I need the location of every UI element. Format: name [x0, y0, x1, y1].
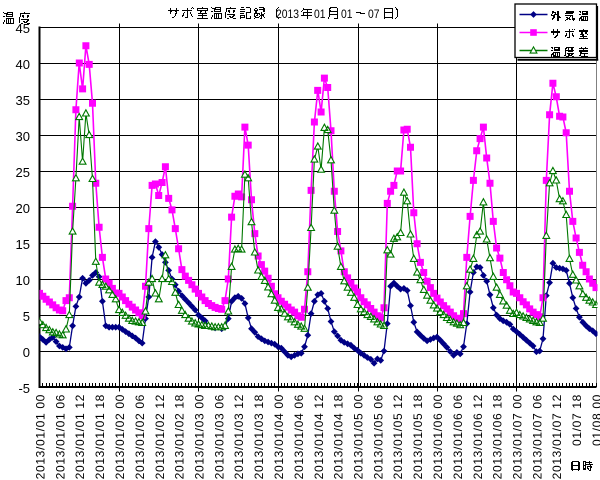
svg-text:2013/01/02 18: 2013/01/02 18 [173, 394, 187, 479]
svg-text:2013/01/06 18: 2013/01/06 18 [491, 394, 505, 479]
svg-text:2013/01/05 12: 2013/01/05 12 [391, 394, 405, 479]
svg-text:2013/01/04 18: 2013/01/04 18 [332, 394, 346, 479]
svg-text:2013/01/04 06: 2013/01/04 06 [292, 394, 306, 479]
svg-text:2013/01/01 06: 2013/01/01 06 [53, 394, 67, 479]
svg-text:2013/01/04 00: 2013/01/04 00 [272, 394, 286, 479]
svg-text:01: 01 [314, 7, 326, 21]
svg-text:2013/01/05 06: 2013/01/05 06 [371, 394, 385, 479]
svg-text:2013/01/03 06: 2013/01/03 06 [212, 394, 226, 479]
svg-text:10: 10 [16, 273, 30, 288]
svg-text:2013/01/05 18: 2013/01/05 18 [411, 394, 425, 479]
svg-text:2013/01/07 06: 2013/01/07 06 [530, 394, 544, 479]
svg-text:35: 35 [16, 93, 30, 108]
svg-text:07: 07 [368, 7, 380, 21]
svg-text:2013/01/06 12: 2013/01/06 12 [471, 394, 485, 479]
svg-text:2013/01/03 18: 2013/01/03 18 [252, 394, 266, 479]
svg-text:2013/01/06 00: 2013/01/06 00 [431, 394, 445, 479]
svg-text:01: 01 [341, 7, 353, 21]
svg-text:25: 25 [16, 165, 30, 180]
svg-text:01/07 18: 01/07 18 [570, 394, 584, 446]
svg-text:2013/01/04 12: 2013/01/04 12 [312, 394, 326, 479]
svg-text:2013/01/03 12: 2013/01/03 12 [232, 394, 246, 479]
svg-text:5: 5 [23, 309, 30, 324]
svg-text:2013/01/02 12: 2013/01/02 12 [153, 394, 167, 479]
svg-text:30: 30 [16, 129, 30, 144]
svg-text:2013/01/06 06: 2013/01/06 06 [451, 394, 465, 479]
svg-text:2013/01/01 12: 2013/01/01 12 [73, 394, 87, 479]
svg-text:20: 20 [16, 201, 30, 216]
svg-text:40: 40 [16, 57, 30, 72]
svg-text:-5: -5 [18, 381, 30, 396]
svg-text:45: 45 [16, 21, 30, 36]
svg-text:2013/01/02 06: 2013/01/02 06 [133, 394, 147, 479]
svg-text:2013/01/07 12: 2013/01/07 12 [550, 394, 564, 479]
svg-text:01/08 00: 01/08 00 [590, 394, 600, 446]
svg-text:2013/01/01 00: 2013/01/01 00 [34, 394, 48, 479]
svg-text:2013: 2013 [276, 7, 299, 21]
svg-text:0: 0 [23, 345, 30, 360]
svg-text:2013/01/01 18: 2013/01/01 18 [93, 394, 107, 479]
svg-text:2013/01/03 00: 2013/01/03 00 [193, 394, 207, 479]
svg-text:2013/01/05 00: 2013/01/05 00 [352, 394, 366, 479]
svg-text:2013/01/02 00: 2013/01/02 00 [113, 394, 127, 479]
svg-text:2013/01/07 00: 2013/01/07 00 [511, 394, 525, 479]
svg-text:15: 15 [16, 237, 30, 252]
